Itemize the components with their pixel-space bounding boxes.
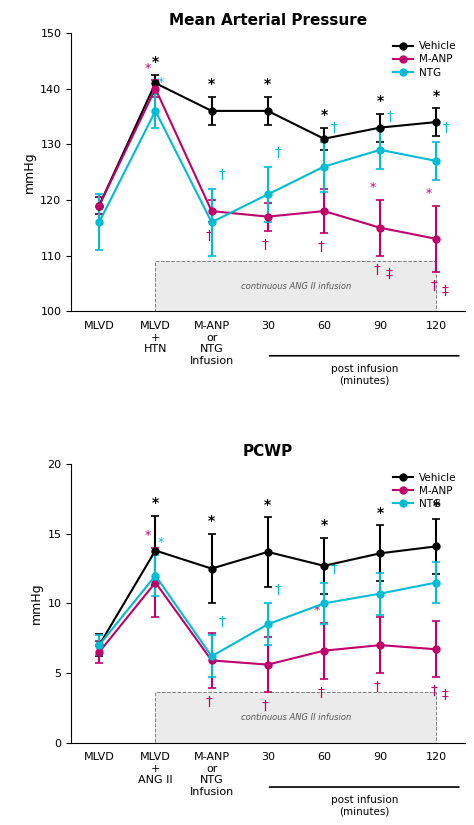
- Text: *: *: [314, 604, 320, 617]
- Text: *: *: [152, 496, 159, 510]
- Legend: Vehicle, M-ANP, NTG: Vehicle, M-ANP, NTG: [390, 469, 459, 512]
- Text: ‡: ‡: [441, 688, 448, 702]
- Text: post infusion
(minutes): post infusion (minutes): [331, 795, 398, 817]
- Text: continuous ANG II infusion: continuous ANG II infusion: [241, 281, 351, 290]
- Text: *: *: [433, 499, 440, 513]
- Text: †: †: [262, 238, 268, 252]
- Text: *: *: [370, 182, 376, 195]
- Text: †: †: [219, 167, 225, 182]
- Text: †: †: [331, 562, 337, 576]
- Text: *: *: [152, 55, 159, 69]
- Text: *: *: [145, 529, 151, 542]
- Text: post infusion
(minutes): post infusion (minutes): [331, 364, 398, 386]
- Text: *: *: [377, 94, 384, 108]
- Y-axis label: mmHg: mmHg: [30, 582, 43, 625]
- Text: *: *: [158, 76, 164, 88]
- Text: *: *: [208, 514, 215, 528]
- Text: *: *: [145, 62, 151, 75]
- Text: continuous ANG II infusion: continuous ANG II infusion: [241, 713, 351, 722]
- Text: *: *: [377, 506, 384, 520]
- Text: *: *: [264, 497, 272, 512]
- Text: *: *: [320, 108, 328, 122]
- Text: †: †: [318, 686, 325, 700]
- Legend: Vehicle, M-ANP, NTG: Vehicle, M-ANP, NTG: [390, 38, 459, 81]
- Text: *: *: [426, 187, 432, 200]
- Text: †: †: [430, 279, 437, 293]
- Text: †: †: [374, 680, 381, 694]
- Text: †: †: [387, 110, 394, 124]
- Text: †: †: [205, 229, 212, 243]
- Text: *: *: [208, 78, 215, 92]
- Text: †: †: [262, 700, 268, 714]
- Text: †: †: [205, 695, 212, 710]
- Text: †: †: [374, 262, 381, 276]
- Text: †: †: [219, 615, 225, 629]
- Title: PCWP: PCWP: [243, 444, 293, 459]
- Text: †: †: [274, 145, 282, 159]
- Bar: [155, 262, 437, 311]
- Bar: [155, 692, 437, 742]
- Title: Mean Arterial Pressure: Mean Arterial Pressure: [169, 12, 367, 28]
- Text: †: †: [443, 120, 450, 134]
- Y-axis label: mmHg: mmHg: [23, 151, 36, 193]
- Text: †: †: [274, 582, 282, 596]
- Text: *: *: [264, 78, 272, 92]
- Text: *: *: [320, 518, 328, 532]
- Text: ‡: ‡: [385, 266, 392, 281]
- Text: *: *: [158, 536, 164, 549]
- Text: †: †: [331, 120, 337, 134]
- Text: ‡: ‡: [441, 284, 448, 297]
- Text: †: †: [318, 240, 325, 254]
- Text: *: *: [433, 88, 440, 102]
- Text: †: †: [430, 684, 437, 698]
